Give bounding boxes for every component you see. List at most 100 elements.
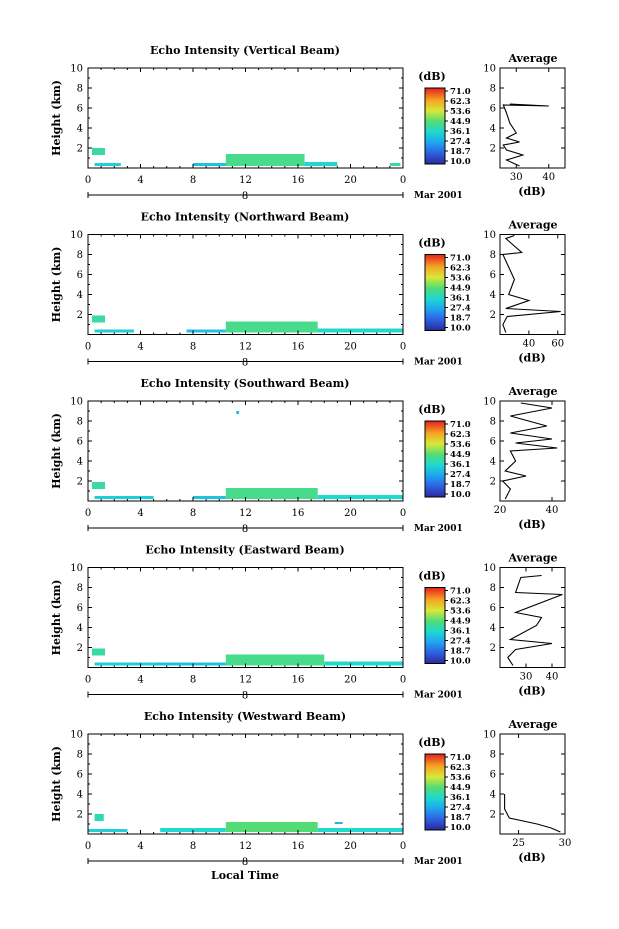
x-tick-label: 8 [190,508,196,519]
colorbar-tick-label: 36.1 [450,294,471,304]
panel-0: Echo Intensity (Vertical Beam) Height (km… [50,44,566,202]
echo-cell [193,496,226,499]
average-xlabel: (dB) [518,851,545,864]
colorbar [424,420,446,498]
colorbar-tick-label: 10.0 [450,657,471,667]
x-tick-label: 0 [400,342,406,353]
colorbar-tick-label: 18.7 [450,647,471,657]
y-tick-label: 2 [77,643,83,654]
x-tick-label: 20 [344,342,357,353]
echo-cell [317,828,403,832]
plot-frame [87,733,404,835]
average-y-tick-label: 6 [490,770,496,781]
panel-title: Echo Intensity (Vertical Beam) [150,44,340,57]
x-tick-label: 0 [400,841,406,852]
x-tick-label: 8 [190,342,196,353]
echo-cell [317,495,403,499]
average-y-tick-label: 4 [490,457,496,468]
echo-cell [193,163,233,166]
colorbar-tick-label: 71.0 [450,753,471,763]
y-axis-label: Height (km) [50,746,63,822]
x-tick-label: 16 [292,841,305,852]
colorbar-unit: (dB) [418,237,445,250]
x-tick-label: 20 [344,675,357,686]
x-tick-label: 16 [292,675,305,686]
y-tick-label: 8 [77,84,83,95]
colorbar-unit: (dB) [418,403,445,416]
colorbar-tick-label: 53.6 [450,607,471,617]
date-label: Mar 2001 [414,857,463,867]
echo-cell [94,329,134,333]
average-title: Average [507,552,557,565]
x-tick-label: 0 [400,675,406,686]
average-y-tick-label: 6 [490,270,496,281]
y-tick-label: 10 [70,230,83,241]
y-tick-label: 2 [77,810,83,821]
x-tick-label: 8 [190,175,196,186]
average-y-tick-label: 6 [490,437,496,448]
plot-frame [87,567,404,668]
average-y-tick-label: 8 [490,417,496,428]
colorbar-tick-label: 44.9 [450,450,471,460]
colorbar-tick-label: 71.0 [450,420,471,430]
y-tick-label: 10 [70,397,83,408]
average-frame [499,234,566,335]
panel-4: Echo Intensity (Westward Beam) Height (km… [50,710,571,868]
x-tick-label: 12 [239,508,252,519]
y-axis-label: Height (km) [50,80,63,156]
average-x-tick-label: 40 [542,172,555,183]
average-y-tick-label: 8 [490,750,496,761]
average-x-tick-label: 40 [546,672,559,683]
average-y-tick-label: 10 [483,730,496,741]
echo-cell [153,662,226,666]
plot-frame [87,400,404,502]
y-tick-label: 4 [77,124,83,135]
colorbar [424,254,446,331]
date-label: Mar 2001 [414,358,463,368]
plot-frame [87,67,404,169]
colorbar-tick-label: 62.3 [450,97,471,107]
colorbar-tick-label: 71.0 [450,587,471,597]
x-tick-label: 0 [400,175,406,186]
average-x-tick-label: 40 [523,339,536,350]
x-tick-label: 4 [137,508,143,519]
x-tick-label: 8 [190,841,196,852]
average-x-tick-label: 20 [494,505,507,516]
echo-cell [389,163,401,166]
average-frame [499,733,566,835]
y-tick-label: 8 [77,583,83,594]
date-bar-label: 8 [242,358,248,369]
average-profile-line [501,402,558,500]
echo-cell [186,329,226,333]
echo-cell [225,654,325,666]
y-tick-label: 2 [77,477,83,488]
average-y-tick-label: 6 [490,104,496,115]
panel-title: Echo Intensity (Eastward Beam) [145,544,344,557]
x-tick-label: 16 [292,175,305,186]
colorbar-tick-label: 10.0 [450,157,471,167]
average-xlabel: (dB) [518,685,545,698]
y-tick-label: 6 [77,270,83,281]
x-tick-label: 12 [239,841,252,852]
average-y-tick-label: 4 [490,290,496,301]
x-tick-label: 4 [137,675,143,686]
average-frame [499,67,566,169]
colorbar-unit: (dB) [418,570,445,583]
echo-cell [225,321,318,333]
echo-cell [91,648,106,656]
average-y-tick-label: 8 [490,84,496,95]
x-tick-label: 8 [190,675,196,686]
x-tick-label: 4 [137,342,143,353]
average-y-tick-label: 4 [490,790,496,801]
colorbar [424,587,446,664]
y-tick-label: 10 [70,64,83,75]
panel-2: Echo Intensity (Southward Beam) Height (k… [50,377,566,535]
colorbar-tick-label: 62.3 [450,264,471,274]
x-tick-label: 0 [85,508,91,519]
date-label: Mar 2001 [414,524,463,534]
echo-cell [225,154,305,166]
colorbar-tick-label: 44.9 [450,117,471,127]
average-xlabel: (dB) [518,352,545,365]
colorbar-tick-label: 27.4 [450,470,471,480]
colorbar-tick-label: 53.6 [450,440,471,450]
